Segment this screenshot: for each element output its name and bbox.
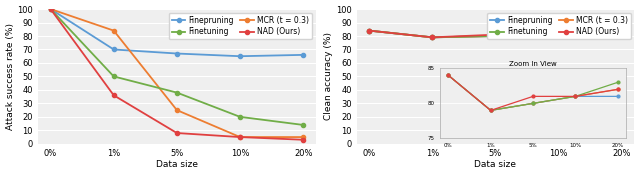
X-axis label: Data size: Data size <box>474 160 516 169</box>
Y-axis label: Clean accuracy (%): Clean accuracy (%) <box>324 32 333 120</box>
Legend: Finepruning, Finetuning, MCR (t = 0.3), NAD (Ours): Finepruning, Finetuning, MCR (t = 0.3), … <box>169 13 312 39</box>
Y-axis label: Attack success rate (%): Attack success rate (%) <box>6 23 15 130</box>
Legend: Finepruning, Finetuning, MCR (t = 0.3), NAD (Ours): Finepruning, Finetuning, MCR (t = 0.3), … <box>487 13 630 39</box>
X-axis label: Data size: Data size <box>156 160 198 169</box>
